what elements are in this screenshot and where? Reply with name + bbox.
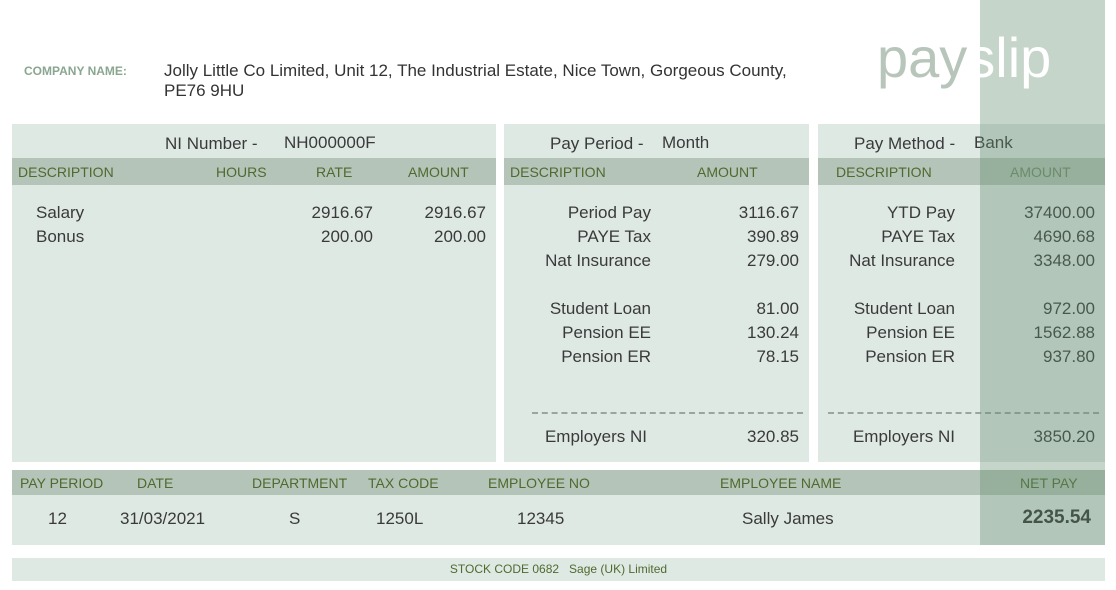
earning-rate: 2916.67 [311,203,373,222]
row-amount: 972.00 [1043,299,1095,318]
col-date: DATE [137,475,174,491]
col-hours: HOURS [216,164,267,180]
ytd-panel: Pay Method - Bank DESCRIPTION AMOUNT YTD… [818,124,1105,462]
date-value: 31/03/2021 [120,509,206,528]
footer-text: STOCK CODE 0682 Sage (UK) Limited [449,562,668,576]
row-description: Pension ER [561,347,651,366]
pay-period-value: Month [662,133,710,152]
row-amount: 1562.88 [1033,323,1095,342]
row-description: Pension EE [562,323,651,342]
earnings-panel: NI Number - NH000000F DESCRIPTION HOURS … [12,124,496,462]
payslip-title: payslip [877,26,1051,90]
department-value: S [289,509,301,528]
tax-code-value: 1250L [376,509,424,528]
row-description: Nat Insurance [545,251,651,270]
col-employee-name: EMPLOYEE NAME [720,475,842,491]
title-pay: pay [877,26,968,89]
row-amount: 37400.00 [1024,203,1095,222]
col-description: DESCRIPTION [836,164,932,180]
earning-desc: Bonus [36,227,85,246]
ni-number-value: NH000000F [284,133,376,152]
row-amount: 3348.00 [1033,251,1095,270]
company-address-line1: Jolly Little Co Limited, Unit 12, The In… [164,61,787,80]
col-net-pay: NET PAY [1020,475,1078,491]
pay-method-value: Bank [974,133,1013,152]
col-rate: RATE [316,164,353,180]
net-pay-value: 2235.54 [1022,507,1091,528]
col-employee-no: EMPLOYEE NO [488,475,590,491]
col-department: DEPARTMENT [252,475,348,491]
divider [532,412,803,414]
footer-bar: STOCK CODE 0682 Sage (UK) Limited [12,558,1105,581]
employers-ni-amount: 320.85 [747,427,799,446]
row-amount: 937.80 [1043,347,1095,366]
ni-number-label: NI Number - [165,134,258,153]
employee-name-value: Sally James [742,509,834,528]
row-amount: 78.15 [756,347,799,366]
row-amount: 279.00 [747,251,799,270]
divider [828,412,1099,414]
col-pay-period: PAY PERIOD [20,475,104,491]
company-address-line2: PE76 9HU [164,81,245,100]
company-label: COMPANY NAME: [24,64,127,78]
deductions-header-row: DESCRIPTION AMOUNT [504,158,809,185]
summary-header-row: PAY PERIOD DATE DEPARTMENT TAX CODE EMPL… [12,470,1105,495]
col-amount: AMOUNT [408,164,469,180]
col-amount: AMOUNT [1010,164,1071,180]
row-description: Period Pay [567,203,651,222]
employers-ni-label: Employers NI [544,427,647,446]
row-amount: 3116.67 [738,203,799,222]
pay-method-label: Pay Method - [854,134,956,153]
earnings-header-row: DESCRIPTION HOURS RATE AMOUNT [12,158,496,185]
pay-period-label: Pay Period - [550,134,644,153]
row-description: YTD Pay [886,203,955,222]
col-amount: AMOUNT [697,164,758,180]
employers-ni-amount: 3850.20 [1033,427,1095,446]
pay-period-value: 12 [48,509,67,528]
row-description: Pension ER [865,347,955,366]
row-amount: 4690.68 [1033,227,1095,246]
deductions-panel: Pay Period - Month DESCRIPTION AMOUNT Pe… [504,124,809,462]
ytd-header-row: DESCRIPTION AMOUNT [818,158,1105,185]
summary-table: PAY PERIOD DATE DEPARTMENT TAX CODE EMPL… [12,470,1105,545]
row-description: Pension EE [866,323,955,342]
row-amount: 390.89 [747,227,799,246]
row-amount: 81.00 [756,299,799,318]
earning-rate: 200.00 [321,227,373,246]
row-description: PAYE Tax [577,227,651,246]
row-description: PAYE Tax [881,227,955,246]
employers-ni-label: Employers NI [852,427,955,446]
col-tax-code: TAX CODE [368,475,439,491]
row-amount: 130.24 [747,323,799,342]
earning-amount: 2916.67 [424,203,486,222]
col-description: DESCRIPTION [510,164,606,180]
earning-amount: 200.00 [434,227,486,246]
row-description: Student Loan [853,299,955,318]
employee-no-value: 12345 [517,509,565,528]
earning-desc: Salary [36,203,85,222]
row-description: Student Loan [549,299,651,318]
col-description: DESCRIPTION [18,164,114,180]
row-description: Nat Insurance [849,251,955,270]
title-slip: slip [967,26,1052,89]
